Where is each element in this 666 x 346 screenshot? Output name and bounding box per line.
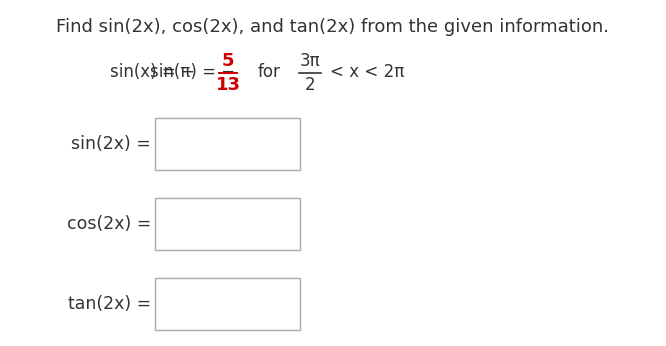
Text: sin(x) = −: sin(x) = −: [110, 63, 195, 81]
Text: 2: 2: [304, 76, 315, 94]
Text: tan(2x) =: tan(2x) =: [68, 295, 151, 313]
Text: 13: 13: [216, 76, 240, 94]
Text: for: for: [258, 63, 281, 81]
Text: 3π: 3π: [300, 52, 320, 70]
Bar: [155, 278, 300, 330]
Bar: [155, 118, 300, 170]
Text: < x < 2π: < x < 2π: [330, 63, 404, 81]
Text: 5: 5: [222, 52, 234, 70]
Text: cos(2x) =: cos(2x) =: [67, 215, 151, 233]
Text: sin(2x) =: sin(2x) =: [71, 135, 151, 153]
Bar: [155, 198, 300, 250]
Text: Find sin(2x), cos(2x), and tan(2x) from the given information.: Find sin(2x), cos(2x), and tan(2x) from …: [57, 18, 609, 36]
Text: sin(π) = −: sin(π) = −: [150, 63, 235, 81]
